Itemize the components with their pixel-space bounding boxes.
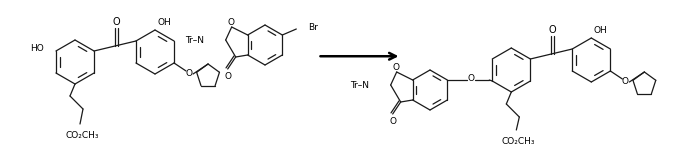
Text: Br: Br <box>309 22 318 32</box>
Text: Tr–N: Tr–N <box>350 81 369 90</box>
Text: OH: OH <box>593 25 607 34</box>
Text: O: O <box>112 17 120 27</box>
Text: O: O <box>622 77 629 86</box>
Text: HO: HO <box>30 44 44 53</box>
Text: O: O <box>186 69 193 78</box>
Text: O: O <box>224 71 231 81</box>
Text: O: O <box>392 62 399 71</box>
Text: Tr–N: Tr–N <box>185 36 204 45</box>
Text: O: O <box>468 74 475 82</box>
Text: O: O <box>389 116 396 126</box>
Text: O: O <box>549 25 556 35</box>
Text: CO₂CH₃: CO₂CH₃ <box>65 132 98 140</box>
Text: OH: OH <box>157 17 171 26</box>
Text: O: O <box>227 17 235 26</box>
Text: CO₂CH₃: CO₂CH₃ <box>502 137 535 147</box>
